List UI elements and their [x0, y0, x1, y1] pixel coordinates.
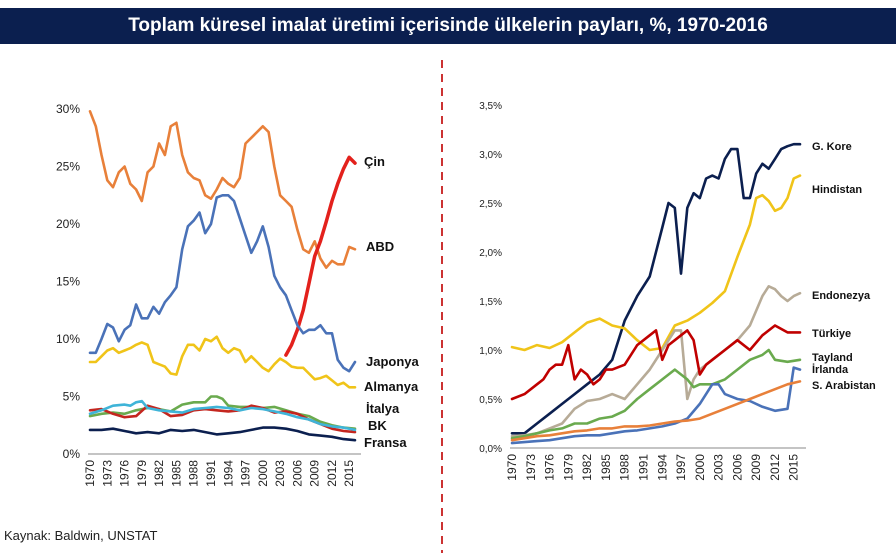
y-tick-label: 5% [63, 390, 81, 404]
x-tick-label: 1970 [83, 460, 97, 487]
y-tick-label: 10% [56, 332, 80, 346]
x-tick-label: 2006 [730, 454, 744, 481]
series-line-0-6 [88, 399, 357, 432]
x-tick-label: 1988 [618, 454, 632, 481]
series-line-1-1 [510, 174, 802, 352]
x-tick-label: 1991 [636, 454, 650, 481]
series-label-japonya: Japonya [366, 354, 420, 369]
y-tick-label: 1,0% [479, 346, 502, 357]
series-line-0-2 [88, 194, 357, 373]
y-tick-label: 0,5% [479, 395, 502, 406]
x-tick-label: 1997 [674, 454, 688, 481]
series-label-almanya: Almanya [364, 379, 419, 394]
y-tick-label: 30% [56, 102, 80, 116]
y-tick-label: 1,5% [479, 297, 502, 308]
y-tick-label: 3,5% [479, 101, 502, 112]
series-line-0-4 [88, 395, 357, 431]
x-tick-label: 1982 [152, 460, 166, 487]
series-line-1-5 [510, 366, 802, 445]
series-label-fransa: Fransa [364, 435, 407, 450]
x-tick-label: 2015 [787, 454, 801, 481]
series-label-endonezya: Endonezya [812, 290, 871, 302]
x-tick-label: 1976 [543, 454, 557, 481]
x-tick-label: 1979 [135, 460, 149, 487]
x-tick-label: 1994 [655, 454, 669, 481]
series-label-gkore: G. Kore [812, 141, 852, 153]
series-label-cin: Çin [364, 154, 385, 169]
series-line-0-7 [88, 426, 357, 442]
x-tick-label: 1985 [599, 454, 613, 481]
y-tick-label: 25% [56, 160, 80, 174]
y-tick-label: 2,5% [479, 199, 502, 210]
series-line-1-3 [510, 324, 802, 401]
x-tick-label: 1979 [561, 454, 575, 481]
x-tick-label: 2000 [256, 460, 270, 487]
series-label-tayland: Tayland [812, 352, 853, 364]
x-tick-label: 2003 [273, 460, 287, 487]
x-tick-label: 2009 [749, 454, 763, 481]
x-tick-label: 2003 [712, 454, 726, 481]
x-tick-label: 1997 [239, 460, 253, 487]
y-tick-label: 15% [56, 275, 80, 289]
series-label-abd: ABD [366, 239, 394, 254]
right-chart: 0,0% 0,5% 1,0% 1,5% 2,0% 2,5% 3,0% 3,5% 1970 1973… [479, 101, 806, 481]
series-label-turkiye: Türkiye [812, 328, 851, 340]
x-tick-label: 1991 [204, 460, 218, 487]
series-line-0-1 [284, 155, 357, 357]
y-tick-label: 3,0% [479, 150, 502, 161]
x-tick-label: 1988 [187, 460, 201, 487]
series-label-sarabistan: S. Arabistan [812, 380, 876, 392]
y-tick-label: 2,0% [479, 248, 502, 259]
source-note: Kaynak: Baldwin, UNSTAT [4, 528, 158, 543]
series-label-hindistan: Hindistan [812, 184, 862, 196]
chart-title: Toplam küresel imalat üretimi içerisinde… [0, 8, 896, 44]
x-tick-label: 1970 [505, 454, 519, 481]
x-tick-label: 2012 [325, 460, 339, 487]
x-tick-label: 1994 [221, 460, 235, 487]
series-line-1-4 [510, 348, 802, 440]
series-line-1-6 [510, 380, 802, 442]
x-tick-label: 2015 [342, 460, 356, 487]
series-line-0-3 [88, 335, 357, 389]
x-tick-label: 2006 [290, 460, 304, 487]
series-line-0-0 [88, 110, 357, 270]
y-tick-label: 0,0% [479, 444, 502, 455]
x-tick-label: 1985 [169, 460, 183, 487]
x-tick-label: 1973 [100, 460, 114, 487]
series-label-bk: BK [368, 418, 387, 433]
y-tick-label: 0% [63, 447, 81, 461]
x-tick-label: 2009 [308, 460, 322, 487]
series-label-irlanda: İrlanda [812, 363, 849, 376]
x-tick-label: 1976 [118, 460, 132, 487]
series-line-1-2 [510, 284, 802, 438]
series-line-1-0 [510, 142, 802, 435]
left-chart: 0%5%10%15%20%25%30%1970 1973 1976 1979 1982 1… [56, 102, 361, 487]
series-label-italya: İtalya [366, 401, 400, 416]
x-tick-label: 2012 [768, 454, 782, 481]
x-tick-label: 2000 [693, 454, 707, 481]
x-tick-label: 1973 [524, 454, 538, 481]
y-tick-label: 20% [56, 217, 80, 231]
x-tick-label: 1982 [580, 454, 594, 481]
